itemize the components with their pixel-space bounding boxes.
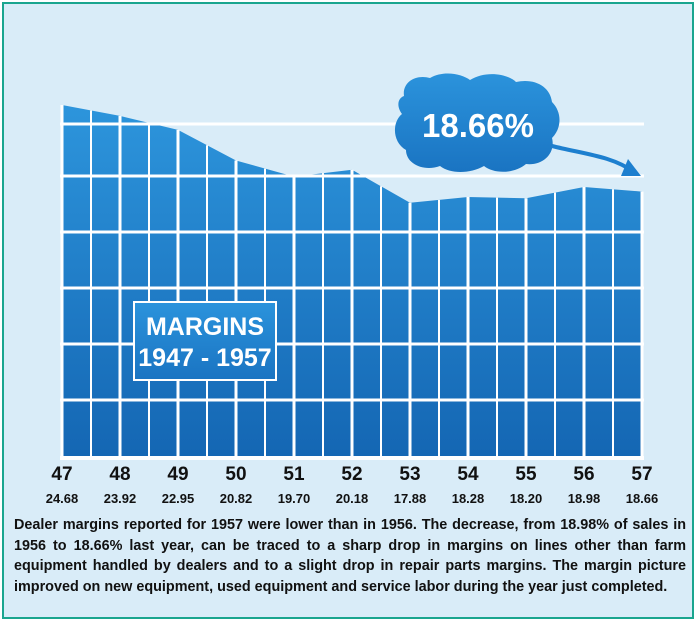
x-tick-label: 54 — [457, 464, 479, 485]
value-label: 20.18 — [336, 491, 369, 506]
value-label: 18.28 — [452, 491, 485, 506]
value-label: 24.68 — [46, 491, 79, 506]
callout-arrow — [551, 144, 636, 174]
value-label: 22.95 — [162, 491, 195, 506]
x-tick-label: 55 — [515, 464, 537, 485]
x-tick-label: 48 — [109, 464, 130, 485]
chart-panel: MARGINS 1947 - 1957 18.66% 47 48 49 50 51 52 5… — [2, 2, 694, 619]
chart-caption: Dealer margins reported for 1957 were lo… — [14, 517, 686, 595]
margins-area-chart: MARGINS 1947 - 1957 18.66% 47 48 49 50 51 52 5… — [46, 73, 659, 506]
x-tick-label: 53 — [399, 464, 420, 485]
value-label: 19.70 — [278, 491, 311, 506]
value-label: 18.20 — [510, 491, 543, 506]
value-callout: 18.66% — [394, 73, 641, 176]
x-tick-label: 49 — [167, 464, 188, 485]
chart-title-box: MARGINS 1947 - 1957 — [133, 301, 277, 381]
callout-cloud — [394, 73, 560, 172]
chart-subtitle: 1947 - 1957 — [138, 344, 271, 372]
value-label: 23.92 — [104, 491, 137, 506]
x-tick-label: 56 — [573, 464, 594, 485]
value-label: 17.88 — [394, 491, 427, 506]
x-tick-label: 51 — [283, 464, 305, 485]
value-label: 18.66 — [626, 491, 659, 506]
chart-title: MARGINS — [146, 313, 264, 341]
value-label: 20.82 — [220, 491, 253, 506]
x-tick-label: 52 — [341, 464, 362, 485]
x-tick-label: 50 — [225, 464, 246, 485]
callout-value: 18.66% — [422, 107, 534, 144]
callout-arrowhead — [621, 159, 641, 176]
value-label: 18.98 — [568, 491, 601, 506]
x-tick-label: 47 — [51, 464, 72, 485]
x-tick-label: 57 — [631, 464, 652, 485]
